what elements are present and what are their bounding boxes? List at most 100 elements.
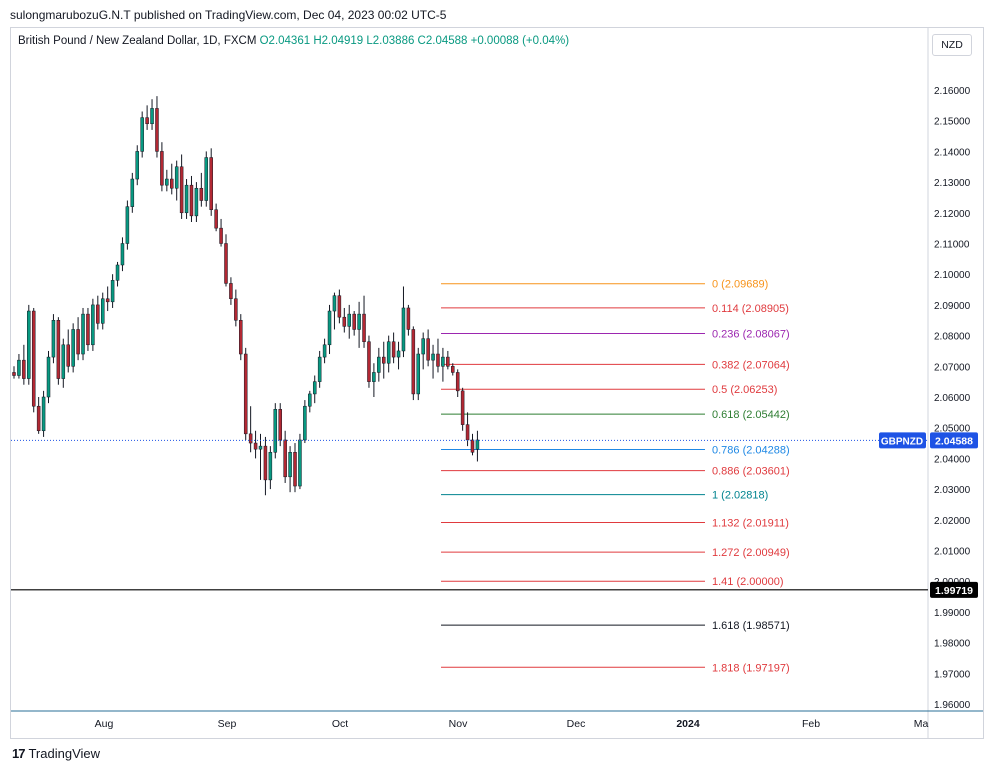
y-tick-label: 2.14000 — [934, 147, 971, 158]
candle-body — [465, 424, 470, 441]
currency-button[interactable]: NZD — [932, 34, 972, 56]
symbol-name: British Pound / New Zealand Dollar, 1D, … — [18, 35, 257, 47]
candle-body — [446, 356, 450, 367]
candle-body — [36, 405, 41, 432]
candle-body — [317, 356, 322, 382]
y-tick-label: 2.11000 — [934, 240, 970, 251]
candle-body — [229, 283, 233, 300]
candle-body — [470, 439, 475, 453]
candle-body — [347, 313, 351, 327]
y-tick-label: 2.15000 — [934, 117, 971, 128]
candle-body — [91, 304, 95, 346]
candle-body — [298, 439, 302, 487]
candle-body — [337, 295, 342, 318]
candle-body — [105, 298, 110, 303]
candle-body — [27, 310, 31, 379]
x-tick-label: Ma — [914, 718, 929, 730]
x-tick-label: 2024 — [676, 718, 700, 730]
candle-body — [248, 433, 253, 444]
fib-level-label: 0 (2.09689) — [712, 279, 768, 291]
fib-level-label: 0.786 (2.04288) — [712, 445, 790, 457]
candle-body — [342, 316, 347, 327]
candle-body — [31, 310, 36, 407]
published-line: sulongmarubozuG.N.T published on Trading… — [10, 8, 447, 22]
candle-body — [312, 381, 317, 395]
candle-body — [76, 329, 80, 355]
candle-body — [263, 445, 268, 481]
candle-body — [199, 187, 204, 201]
fib-level-label: 0.5 (2.06253) — [712, 384, 777, 396]
candle-body — [268, 452, 273, 481]
candle-body — [170, 178, 174, 189]
y-tick-label: 2.10000 — [934, 270, 971, 281]
candle-body — [239, 320, 243, 355]
candle-body — [406, 307, 411, 330]
candle-body — [179, 166, 184, 214]
candle-body — [303, 405, 307, 441]
candle-body — [22, 359, 26, 379]
candle-body — [66, 344, 70, 367]
candle-body — [293, 452, 297, 487]
candle-body — [396, 350, 401, 358]
candle-body — [273, 409, 278, 453]
y-tick-label: 2.13000 — [934, 178, 971, 189]
candle-body — [308, 393, 312, 407]
candle-body — [367, 341, 371, 382]
candle-body — [204, 157, 209, 201]
candle-body — [451, 366, 455, 373]
candle-body — [416, 353, 421, 395]
fib-level-label: 1.618 (1.98571) — [712, 620, 790, 632]
y-tick-label: 2.03000 — [934, 485, 971, 496]
candle-body — [421, 338, 425, 355]
candle-body — [327, 310, 332, 346]
candle-body — [12, 372, 16, 376]
candle-body — [165, 178, 169, 186]
candle-body — [362, 313, 366, 342]
candle-body — [96, 304, 100, 324]
candle-body — [17, 359, 21, 376]
fib-level-label: 0.382 (2.07064) — [712, 359, 790, 371]
y-tick-label: 2.06000 — [934, 393, 971, 404]
candle-body — [426, 338, 430, 361]
candle-body — [209, 157, 213, 210]
y-tick-label: 1.99000 — [934, 608, 971, 619]
candle-body — [155, 108, 159, 152]
candle-body — [386, 341, 391, 364]
candle-body — [377, 356, 381, 373]
x-tick-label: Dec — [567, 718, 586, 730]
fib-level-label: 1.41 (2.00000) — [712, 576, 784, 588]
candle-body — [234, 298, 238, 321]
current-price-label: 2.04588 — [935, 435, 973, 447]
candle-body — [125, 206, 130, 244]
x-tick-label: Oct — [332, 718, 348, 730]
candle-body — [115, 264, 120, 281]
candle-body — [189, 184, 194, 217]
candle-body — [46, 356, 51, 398]
candle-body — [145, 117, 149, 125]
fib-level-label: 1.272 (2.00949) — [712, 547, 790, 559]
candle-body — [86, 313, 90, 346]
y-tick-label: 2.04000 — [934, 454, 971, 465]
candle-body — [100, 298, 105, 324]
y-tick-label: 2.05000 — [934, 424, 971, 435]
candle-body — [391, 341, 396, 358]
candle-body — [41, 396, 46, 432]
candle-body — [224, 243, 228, 284]
candle-body — [120, 243, 125, 266]
candle-body — [160, 151, 164, 186]
candle-body — [61, 344, 66, 379]
candle-body — [332, 295, 337, 312]
candle-body — [411, 329, 416, 395]
candle-body — [441, 356, 445, 367]
candle-body — [130, 178, 135, 207]
candle-body — [436, 353, 440, 367]
candle-body — [401, 307, 406, 352]
candle-body — [352, 313, 356, 330]
candle-body — [184, 184, 189, 214]
y-tick-label: 2.12000 — [934, 209, 971, 220]
fib-level-label: 1.132 (2.01911) — [712, 518, 789, 530]
fib-level-label: 0.886 (2.03601) — [712, 466, 790, 478]
horizontal-line-price-tag — [930, 581, 978, 598]
fib-level-label: 0.114 (2.08905) — [712, 303, 789, 315]
